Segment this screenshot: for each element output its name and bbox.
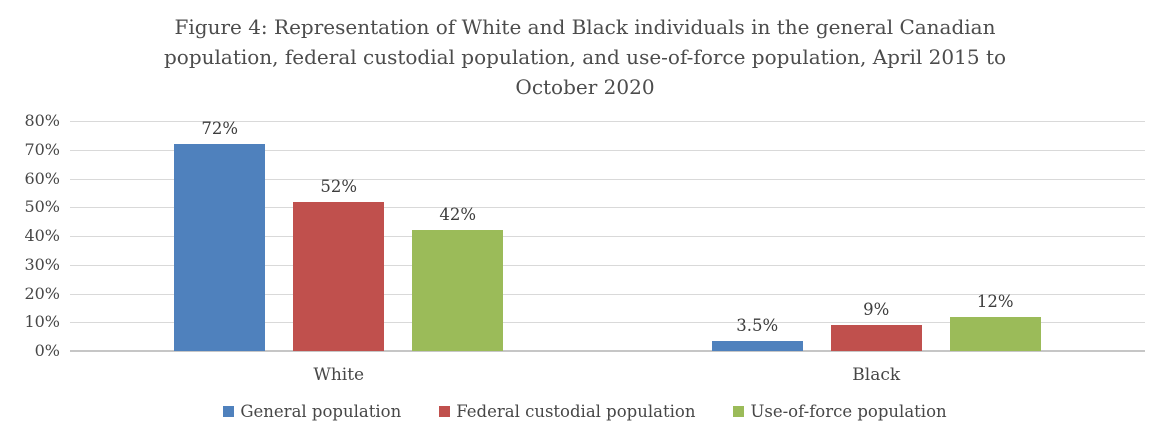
- chart-title-line: Figure 4: Representation of White and Bl…: [174, 15, 996, 39]
- y-axis-tick-label: 60%: [24, 168, 60, 188]
- bar-general-population-white: [174, 144, 266, 351]
- y-axis-tick-label: 50%: [24, 197, 60, 217]
- gridline-70: [70, 149, 1145, 151]
- y-axis-tick-label: 40%: [24, 226, 60, 245]
- gridline-20: [70, 293, 1145, 295]
- gridline-60: [70, 178, 1145, 180]
- bar-value-label-general-population-black: 3.5%: [736, 315, 779, 335]
- legend-item-federal-custodial-population: Federal custodial population: [439, 402, 695, 421]
- gridline-40: [70, 236, 1145, 237]
- bar-value-label-general-population-white: 72%: [201, 119, 239, 138]
- y-axis-tick-label: 10%: [24, 312, 60, 332]
- gridline-10: [70, 322, 1145, 324]
- chart-title-line: October 2020: [515, 75, 655, 99]
- y-axis-tick-label: 70%: [24, 139, 60, 159]
- gridline-80: [70, 121, 1145, 122]
- y-axis-tick-label: 0%: [34, 341, 60, 360]
- legend-label-general-population: General population: [240, 402, 402, 421]
- legend-swatch-federal-custodial-population: [439, 406, 451, 417]
- legend-swatch-use-of-force-population: [733, 406, 745, 417]
- x-axis-category-label-white: White: [313, 365, 365, 385]
- x-axis-category-label-black: Black: [852, 365, 901, 385]
- bar-value-label-federal-custodial-population-white: 52%: [320, 176, 358, 196]
- bar-value-label-use-of-force-population-black: 12%: [976, 291, 1014, 311]
- gridline-30: [70, 264, 1145, 266]
- bar-value-label-federal-custodial-population-black: 9%: [863, 300, 890, 320]
- bar-federal-custodial-population-black: [830, 325, 922, 351]
- bar-use-of-force-population-white: [412, 230, 504, 351]
- chart-title-line: population, federal custodial population…: [163, 45, 1007, 69]
- y-axis-tick-label: 20%: [24, 283, 60, 303]
- x-axis-line: [70, 350, 1145, 352]
- legend-label-use-of-force-population: Use-of-force population: [750, 402, 947, 421]
- legend-swatch-general-population: [223, 406, 235, 417]
- legend: General population Federal custodial popu…: [0, 402, 1170, 421]
- y-axis-tick-label: 30%: [24, 254, 60, 274]
- bar-value-label-use-of-force-population-white: 42%: [439, 205, 477, 225]
- legend-item-general-population: General population: [223, 402, 401, 421]
- y-axis-tick-label: 80%: [24, 111, 60, 130]
- chart-title: Figure 4: Representation of White and Bl…: [0, 12, 1170, 102]
- plot-area: 0% 10% 20% 30% 40% 50% 60% 70% 80% White 72% 52% 42%…: [24, 111, 1145, 385]
- bar-use-of-force-population-black: [949, 316, 1041, 351]
- bar-general-population-black: [711, 340, 803, 351]
- bar-federal-custodial-population-white: [293, 201, 385, 351]
- legend-item-use-of-force-population: Use-of-force population: [733, 402, 947, 421]
- gridline-50: [70, 207, 1145, 209]
- legend-label-federal-custodial-population: Federal custodial population: [456, 402, 696, 421]
